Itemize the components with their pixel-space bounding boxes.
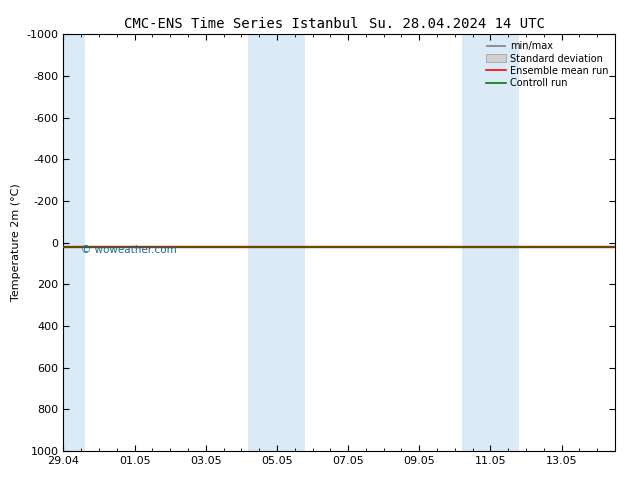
Y-axis label: Temperature 2m (°C): Temperature 2m (°C) <box>11 184 21 301</box>
Text: Su. 28.04.2024 14 UTC: Su. 28.04.2024 14 UTC <box>368 17 545 31</box>
Bar <box>249 34 306 451</box>
Text: © woweather.com: © woweather.com <box>81 245 177 255</box>
Bar <box>46 34 85 451</box>
Legend: min/max, Standard deviation, Ensemble mean run, Controll run: min/max, Standard deviation, Ensemble me… <box>484 39 610 90</box>
Text: CMC-ENS Time Series Istanbul: CMC-ENS Time Series Istanbul <box>124 17 358 31</box>
Bar <box>462 34 519 451</box>
